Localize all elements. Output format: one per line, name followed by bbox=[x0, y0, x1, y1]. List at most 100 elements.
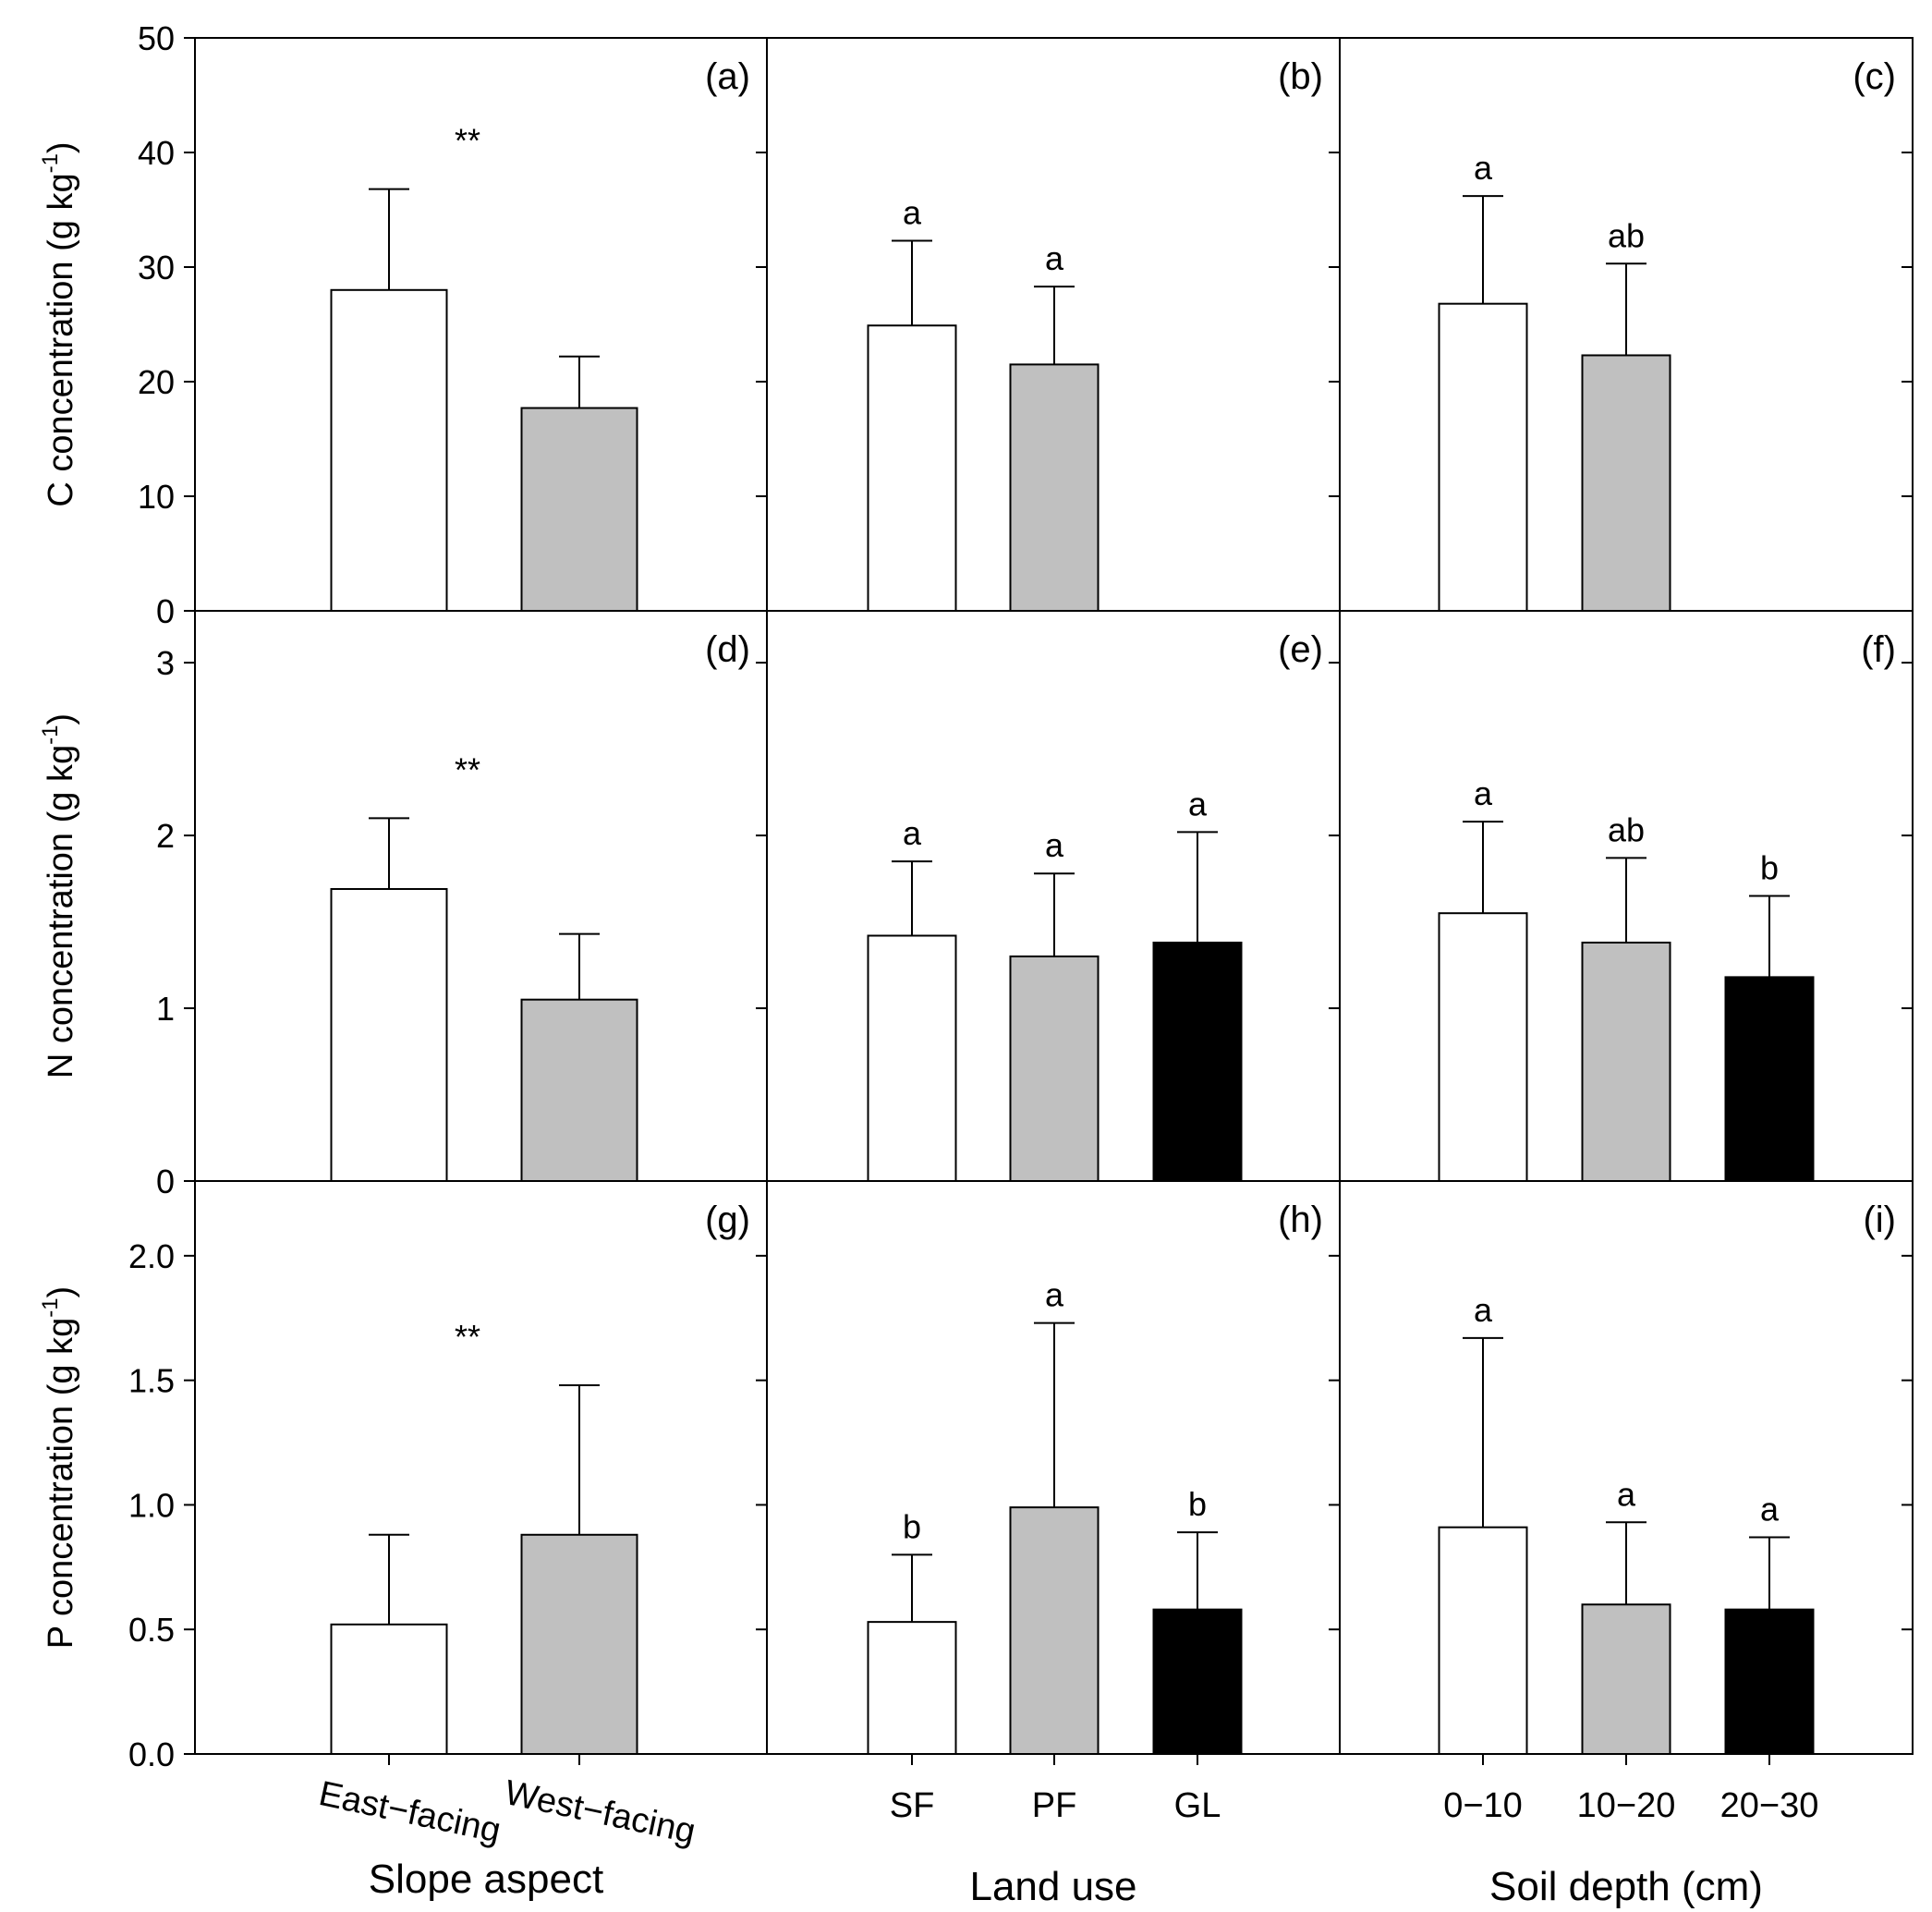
panel-label: (b) bbox=[1278, 56, 1323, 97]
y-tick-label: 30 bbox=[138, 249, 175, 286]
bar bbox=[330, 888, 448, 1183]
x-category-label: West−facing bbox=[502, 1773, 699, 1852]
y-axis-title-superscript: -1 bbox=[38, 153, 63, 173]
y-tick-label: 0 bbox=[156, 1163, 175, 1200]
panel-label: (a) bbox=[705, 56, 750, 97]
y-tick-label: 0 bbox=[156, 592, 175, 630]
x-category-label: GL bbox=[1174, 1786, 1221, 1825]
bar bbox=[1152, 1608, 1243, 1756]
y-axis-title-text: P concentration (g kg bbox=[42, 1318, 80, 1649]
panel-h: b a b (h) bbox=[756, 1180, 1341, 1765]
panel-frame bbox=[194, 610, 768, 1182]
y-axis-title: C concentration (g kg-1) bbox=[38, 141, 80, 506]
y-axis-title-text: N concentration (g kg bbox=[42, 745, 80, 1078]
panel-label: (d) bbox=[705, 629, 750, 670]
x-axis-title: Land use bbox=[969, 1864, 1136, 1909]
panel-label: (i) bbox=[1863, 1200, 1896, 1240]
panel-label: (g) bbox=[705, 1200, 750, 1240]
bar bbox=[1438, 1526, 1528, 1756]
bar bbox=[1438, 302, 1528, 612]
x-category-label: PF bbox=[1032, 1786, 1077, 1825]
bar bbox=[330, 288, 448, 612]
y-tick-label: 1.0 bbox=[128, 1486, 175, 1524]
significance-letter: a bbox=[1045, 1276, 1064, 1314]
panel-frame bbox=[194, 1180, 768, 1755]
bar bbox=[867, 1621, 957, 1756]
y-tick-label: 50 bbox=[138, 19, 175, 57]
significance-stars: ** bbox=[455, 122, 480, 160]
panel-frame bbox=[194, 37, 768, 612]
bar bbox=[520, 1533, 638, 1755]
significance-letter: b bbox=[903, 1507, 921, 1545]
bar bbox=[520, 407, 638, 612]
y-tick-label: 40 bbox=[138, 134, 175, 172]
y-tick-label: 1 bbox=[156, 990, 175, 1028]
panel-i: a a a (i) bbox=[1329, 1180, 1914, 1765]
y-axis-title-suffix: ) bbox=[42, 1286, 80, 1298]
significance-letter: a bbox=[1474, 149, 1493, 187]
significance-letter: a bbox=[903, 814, 922, 852]
panel-a: ** (a) bbox=[184, 37, 768, 612]
y-tick-label: 10 bbox=[138, 478, 175, 516]
y-tick-label: 3 bbox=[156, 644, 175, 682]
bar bbox=[1581, 1603, 1671, 1755]
panel-label: (f) bbox=[1861, 629, 1896, 670]
bar bbox=[1152, 941, 1243, 1182]
significance-stars: ** bbox=[455, 750, 480, 788]
bar bbox=[330, 1623, 448, 1755]
y-axis-title-text: C concentration (g kg bbox=[42, 173, 80, 506]
significance-letter: a bbox=[1045, 239, 1064, 277]
bar bbox=[1009, 363, 1100, 612]
x-axis-title: Soil depth (cm) bbox=[1489, 1864, 1763, 1909]
x-axis-title: Slope aspect bbox=[369, 1857, 603, 1902]
bar bbox=[1581, 354, 1671, 612]
x-category-label: 20−30 bbox=[1720, 1786, 1819, 1825]
significance-letter: a bbox=[1760, 1490, 1780, 1528]
significance-letter: a bbox=[1474, 774, 1493, 812]
x-category-label: SF bbox=[890, 1786, 935, 1825]
bar bbox=[867, 324, 957, 612]
panel-c: a ab (c) bbox=[1329, 37, 1914, 612]
panel-d: ** (d) bbox=[184, 610, 768, 1183]
bar bbox=[1724, 976, 1815, 1182]
y-axis-title-superscript: -1 bbox=[38, 725, 63, 745]
significance-letter: b bbox=[1760, 849, 1779, 887]
significance-letter: a bbox=[1188, 785, 1208, 822]
panel-f: a ab b (f) bbox=[1329, 610, 1914, 1182]
bar bbox=[867, 934, 957, 1183]
y-tick-label: 0.0 bbox=[128, 1735, 175, 1773]
bar bbox=[520, 998, 638, 1182]
bar bbox=[1009, 955, 1100, 1183]
panel-label: (e) bbox=[1278, 629, 1323, 670]
y-axis-title: P concentration (g kg-1) bbox=[38, 1286, 80, 1649]
panel-e: a a a (e) bbox=[756, 610, 1341, 1183]
significance-letter: ab bbox=[1608, 216, 1645, 254]
significance-letter: b bbox=[1188, 1485, 1207, 1523]
significance-letter: a bbox=[903, 193, 922, 231]
y-axis-title-suffix: ) bbox=[42, 713, 80, 725]
y-axis-title: N concentration (g kg-1) bbox=[38, 713, 80, 1078]
bar bbox=[1724, 1608, 1815, 1756]
significance-letter: a bbox=[1045, 826, 1064, 864]
significance-letter: ab bbox=[1608, 810, 1645, 848]
panel-label: (h) bbox=[1278, 1200, 1323, 1240]
y-tick-label: 2 bbox=[156, 817, 175, 855]
bar bbox=[1009, 1506, 1100, 1756]
y-tick-label: 20 bbox=[138, 363, 175, 401]
panel-g: ** (g) bbox=[184, 1180, 768, 1765]
panel-b: a a (b) bbox=[756, 37, 1341, 612]
x-category-label: 0−10 bbox=[1443, 1786, 1523, 1825]
y-tick-label: 1.5 bbox=[128, 1362, 175, 1400]
y-axis-title-suffix: ) bbox=[42, 141, 80, 153]
panel-label: (c) bbox=[1853, 56, 1896, 97]
bar bbox=[1581, 941, 1671, 1182]
x-category-label: East−facing bbox=[315, 1774, 504, 1851]
y-axis-title-superscript: -1 bbox=[38, 1297, 63, 1317]
x-category-label: 10−20 bbox=[1577, 1786, 1676, 1825]
significance-letter: a bbox=[1617, 1475, 1636, 1513]
bar bbox=[1438, 912, 1528, 1182]
significance-letter: a bbox=[1474, 1291, 1493, 1329]
significance-stars: ** bbox=[455, 1318, 480, 1356]
y-tick-label: 2.0 bbox=[128, 1237, 175, 1275]
